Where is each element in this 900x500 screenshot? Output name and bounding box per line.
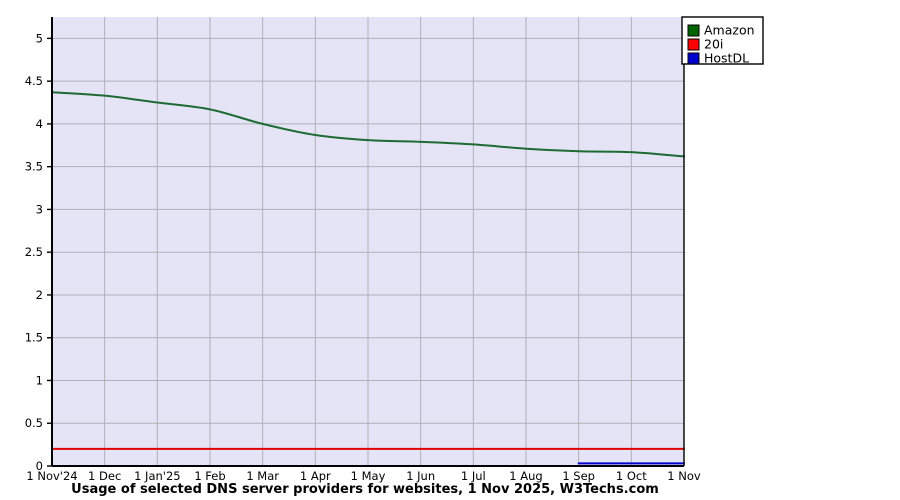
y-tick-label: 2.5: [25, 245, 43, 259]
legend-label-20i: 20i: [704, 37, 723, 52]
y-tick-label: 0.5: [25, 416, 43, 430]
y-tick-label: 3: [36, 202, 43, 216]
y-tick-label: 1.5: [25, 331, 43, 345]
x-tick-label: 1 May: [351, 469, 386, 483]
y-tick-label: 1: [36, 373, 43, 387]
vertical-gridlines: [104, 17, 632, 466]
x-tick-label: 1 Jun: [406, 469, 435, 483]
x-tick-label: 1 Apr: [300, 469, 331, 483]
x-tick-label: 1 Jan'25: [134, 469, 181, 483]
x-tick-label: 1 Mar: [246, 469, 279, 483]
x-tick-label: 1 Sep: [562, 469, 595, 483]
x-tick-label: 1 Nov: [667, 469, 701, 483]
x-tick-label: 1 Jul: [461, 469, 486, 483]
y-tick-label: 3.5: [25, 160, 43, 174]
y-axis-ticks: 0 0.5 1 1.5 2 2.5 3 3.5 4 4.5 5: [25, 31, 52, 473]
legend-label-amazon: Amazon: [704, 23, 755, 38]
y-tick-label: 4.5: [25, 74, 43, 88]
y-tick-label: 2: [36, 288, 43, 302]
series-line-amazon: [51, 91, 685, 158]
x-tick-label: 1 Dec: [88, 469, 121, 483]
x-tick-label: 1 Oct: [616, 469, 647, 483]
chart-caption: Usage of selected DNS server providers f…: [71, 482, 659, 497]
legend-swatch-amazon: [687, 24, 700, 37]
x-tick-label: 1 Aug: [509, 469, 542, 483]
y-tick-label: 0: [36, 459, 43, 473]
y-tick-label: 5: [36, 31, 43, 45]
x-tick-label: 1 Feb: [194, 469, 225, 483]
x-axis-ticks: 1 Nov'24 1 Dec 1 Jan'25 1 Feb 1 Mar 1 Apr 1 Ma…: [26, 469, 701, 483]
y-tick-label: 4: [36, 117, 43, 131]
data-series-lines: [51, 91, 685, 465]
legend-swatch-20i: [687, 38, 700, 51]
x-tick-label: 1 Nov'24: [26, 469, 77, 483]
legend-swatch-hostdl: [687, 52, 700, 65]
legend-label-hostdl: HostDL: [704, 51, 749, 66]
